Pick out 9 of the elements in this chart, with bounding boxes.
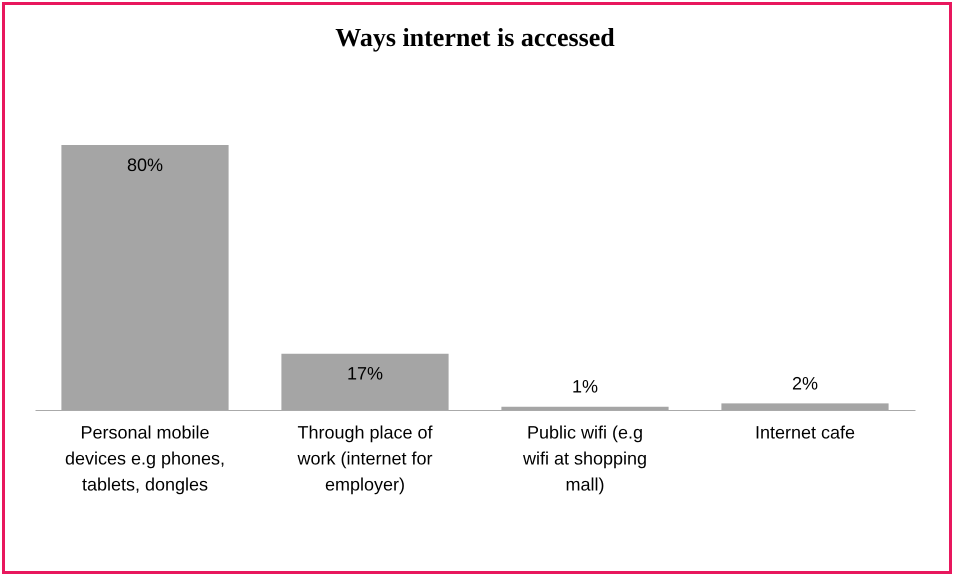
chart-title: Ways internet is accessed [335, 23, 616, 52]
x-tick-label: Public wifi (e.g wifi at shopping mall) [522, 422, 648, 494]
data-label: 17% [346, 364, 384, 384]
data-label: 2% [792, 373, 818, 394]
data-label: 1% [572, 376, 598, 397]
data-label: 80% [126, 155, 164, 175]
x-tick-label: Personal mobile devices e.g phones, tablets, dongles [64, 422, 226, 494]
x-tick-label: Internet cafe [754, 422, 856, 442]
x-tick-label: Through place of work (internet for employer) [296, 422, 434, 494]
